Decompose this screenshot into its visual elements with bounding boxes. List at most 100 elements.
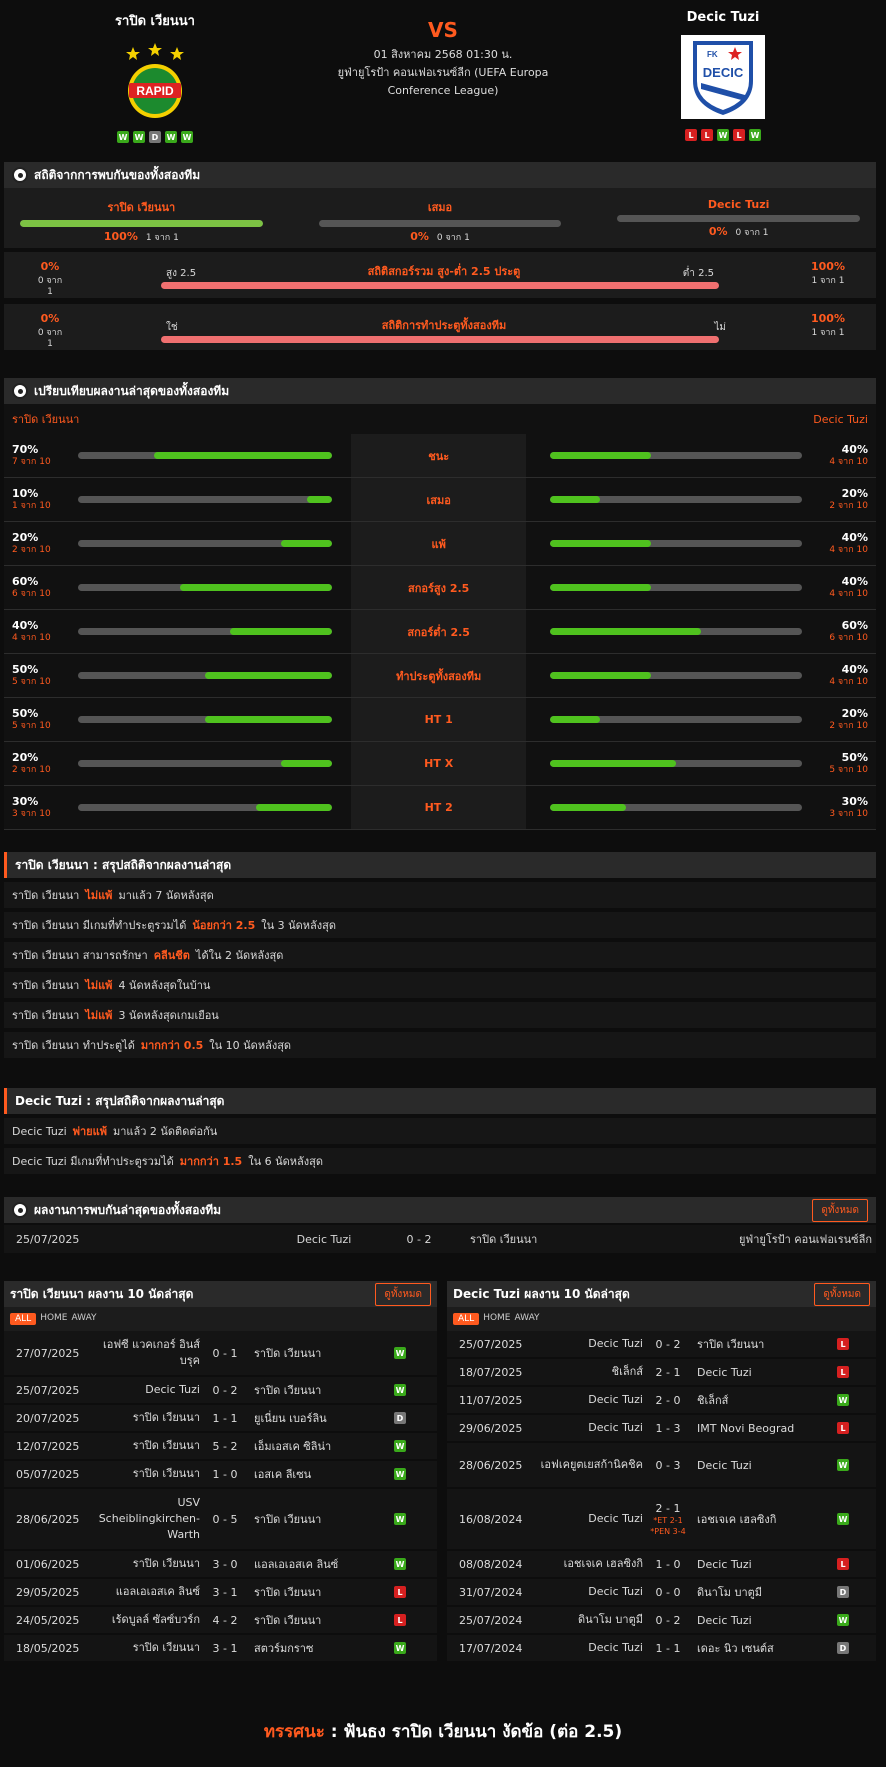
form-badge: L [685,129,697,141]
compare-label: สกอร์ต่ำ 2.5 [351,610,526,653]
result-score: 2 - 1 [655,1501,681,1515]
soccer-ball-icon [12,167,28,183]
summary-suffix: ใน 3 นัดหลังสุด [261,919,337,932]
compare-home-bar [78,716,332,723]
result-row[interactable]: 29/05/2025 แอลเอเอสเค ลินซ์ 3 - 1 ราปิด เวี… [4,1579,437,1607]
result-home: Decic Tuzi [588,1641,643,1654]
away-view-all-button[interactable]: ดูทั้งหมด [814,1282,870,1306]
h2h-col-bar [617,215,861,222]
result-note: *ET 2-1 *PEN 3-4 [650,1515,686,1536]
home-view-all-button[interactable]: ดูทั้งหมด [375,1282,431,1306]
result-date: 01/06/2025 [16,1557,80,1571]
result-badge-cell: W [380,1642,420,1654]
result-row[interactable]: 24/05/2025 เร้ดบูลล์ ซัลซ์บวร์ก 4 - 2 ราปิด… [4,1607,437,1635]
tab-home[interactable]: HOME [483,1313,511,1323]
tab-away[interactable]: AWAY [71,1313,97,1323]
compare-row: 60% 6 จาก 10 สกอร์สูง 2.5 40% 4 จาก 10 [4,566,876,610]
result-row[interactable]: 20/07/2025 ราปิด เวียนนา 1 - 1 ยูเนี่ยน เบอ… [4,1405,437,1433]
away-last10-panel: Decic Tuzi ผลงาน 10 นัดล่าสุด ดูทั้งหมด … [447,1281,876,1663]
result-score-cell: 0 - 3 [643,1459,693,1472]
compare-label: HT X [351,742,526,785]
compare-label: แพ้ [351,522,526,565]
compare-title: เปรียบเทียบผลงานล่าสุดของทั้งสองทีม [34,383,230,398]
tab-all[interactable]: ALL [10,1313,37,1325]
summary-prefix: ราปิด เวียนนา ทำประตูได้ [12,1039,135,1052]
result-home: Decic Tuzi [145,1383,200,1396]
tab-away[interactable]: AWAY [514,1313,540,1323]
result-badge: D [837,1586,849,1598]
result-row[interactable]: 27/07/2025 เอฟซี แวคเกอร์ อินส์บรุค 0 - 1 ร… [4,1331,437,1377]
result-row[interactable]: 18/05/2025 ราปิด เวียนนา 3 - 1 สตวร์มกราซ W [4,1635,437,1663]
compare-away-count: 4 จาก 10 [829,676,868,687]
compare-home-count: 7 จาก 10 [12,456,51,467]
result-row[interactable]: 12/07/2025 ราปิด เวียนนา 5 - 2 เอ็มเอสเค ซิ… [4,1433,437,1461]
h2h-col-stats: 100% 1 จาก 1 [20,230,263,244]
summary-suffix: มาแล้ว 7 นัดหลังสุด [118,889,214,902]
h2h-home: Decic Tuzi [296,1232,352,1246]
result-badge: W [394,1440,406,1452]
h2h-result-bars: ราปิด เวียนนา 100% 1 จาก 1 เสมอ 0% 0 จาก 1 Dec… [4,188,876,248]
h2h-away: ราปิด เวียนนา [470,1233,538,1246]
compare-home-cell: 10% 1 จาก 10 [4,478,351,521]
away-summary-lines: Decic Tuzi พ่ายแพ้ มาแล้ว 2 นัดติดต่อกัน De… [4,1118,876,1178]
result-row[interactable]: 18/07/2025 ชิเล็กส์ 2 - 1 Decic Tuzi L [447,1359,876,1387]
compare-home-count: 3 จาก 10 [12,808,51,819]
compare-home-cell: 40% 4 จาก 10 [4,610,351,653]
result-score: 0 - 0 [655,1585,681,1599]
home-last10-rows: 27/07/2025 เอฟซี แวคเกอร์ อินส์บรุค 0 - 1 ร… [4,1331,437,1663]
compare-away-bar [550,584,803,591]
result-score: 1 - 1 [212,1411,238,1425]
h2h-col-stats: 0% 0 จาก 1 [319,230,562,244]
result-badge-cell: W [823,1394,863,1406]
result-row[interactable]: 16/08/2024 Decic Tuzi 2 - 1 *ET 2-1 *PEN 3-… [447,1489,876,1551]
compare-home-bar [78,628,332,635]
h2h-match-row[interactable]: 25/07/2025 Decic Tuzi 0 - 2 ราปิด เวียนน… [4,1225,876,1253]
result-date: 31/07/2024 [459,1585,523,1599]
result-row[interactable]: 25/07/2025 Decic Tuzi 0 - 2 ราปิด เวียนนา L [447,1331,876,1359]
result-row[interactable]: 17/07/2024 Decic Tuzi 1 - 1 เดอะ นิว เซนต์ส… [447,1635,876,1663]
compare-away-bar [550,672,803,679]
result-home: เอฟซี แวคเกอร์ อินส์บรุค [102,1338,200,1367]
result-score: 5 - 2 [212,1439,238,1453]
result-home: ชิเล็กส์ [611,1365,643,1378]
result-row[interactable]: 01/06/2025 ราปิด เวียนนา 3 - 0 แอลเอเอสเค ล… [4,1551,437,1579]
result-row[interactable]: 25/07/2024 ดินาโม บาตูมี 0 - 2 Decic Tuzi W [447,1607,876,1635]
result-badge-cell: W [380,1384,420,1396]
compare-home-cell: 70% 7 จาก 10 [4,434,351,477]
btts-left-pct: 0% [40,312,60,325]
summary-line: ราปิด เวียนนา ไม่แพ้ 3 นัดหลังสุดเกมเยือน [4,1002,876,1032]
compare-away-bar [550,760,803,767]
compare-away-bar-fill [550,804,626,811]
result-date: 28/06/2025 [459,1458,523,1472]
compare-home-pct: 50% 5 จาก 10 [12,663,72,689]
result-row[interactable]: 28/06/2025 USV Scheiblingkirchen-Warth 0 -… [4,1489,437,1551]
summary-prefix: ราปิด เวียนนา สามารถรักษา [12,949,148,962]
result-row[interactable]: 25/07/2025 Decic Tuzi 0 - 2 ราปิด เวียนนา W [4,1377,437,1405]
tab-home[interactable]: HOME [40,1313,68,1323]
result-row[interactable]: 08/08/2024 เอชเจเค เฮลซิงกิ 1 - 0 Decic Tuz… [447,1551,876,1579]
result-badge: L [837,1422,849,1434]
result-badge: D [837,1642,849,1654]
h2h-col-bar [318,220,562,227]
result-date: 25/07/2024 [459,1613,523,1627]
result-badge-cell: L [823,1558,863,1570]
svg-text:FK: FK [707,50,718,59]
result-home: เร้ดบูลล์ ซัลซ์บวร์ก [111,1613,200,1626]
result-away: แอลเอเอสเค ลินซ์ [254,1558,339,1571]
compare-home-count: 5 จาก 10 [12,720,51,731]
h2h-view-all-button[interactable]: ดูทั้งหมด [812,1198,868,1222]
result-date: 11/07/2025 [459,1393,523,1407]
tab-all[interactable]: ALL [453,1313,480,1325]
compare-home-count: 4 จาก 10 [12,632,51,643]
result-row[interactable]: 31/07/2024 Decic Tuzi 0 - 0 ดินาโม บาตูมี D [447,1579,876,1607]
summary-line: ราปิด เวียนนา มีเกมที่ทำประตูรวมได้ น้อยก… [4,912,876,942]
result-row[interactable]: 11/07/2025 Decic Tuzi 2 - 0 ชิเล็กส์ W [447,1387,876,1415]
result-row[interactable]: 29/06/2025 Decic Tuzi 1 - 3 IMT Novi Beogra… [447,1415,876,1443]
result-row[interactable]: 05/07/2025 ราปิด เวียนนา 1 - 0 เอสเค ลีเซน W [4,1461,437,1489]
compare-home-bar-fill [255,804,332,811]
result-row[interactable]: 28/06/2025 เอฟเคยูตเยสก้านิคชิค 0 - 3 Decic… [447,1443,876,1489]
compare-label: ทำประตูทั้งสองทีม [351,654,526,697]
result-away: เอสเค ลีเซน [254,1468,312,1481]
